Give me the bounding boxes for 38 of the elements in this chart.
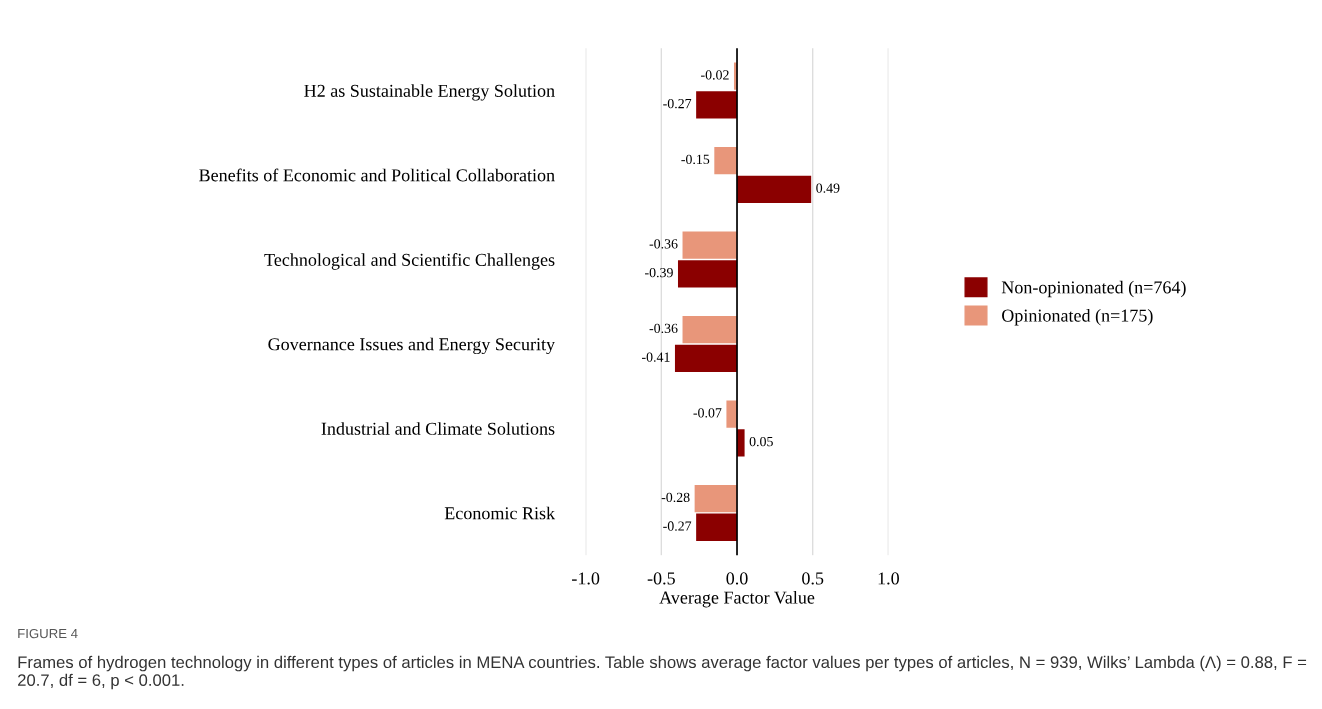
y-tick-label: Benefits of Economic and Political Collaboration xyxy=(199,168,555,182)
y-tick-label: Governance Issues and Energy Security xyxy=(268,337,556,355)
y-tick-label: H2 as Sustainable Energy Solution xyxy=(304,84,555,101)
data-label: -0.39 xyxy=(645,267,673,278)
data-label: 0.05 xyxy=(749,436,773,447)
data-label: -0.36 xyxy=(649,323,678,334)
x-tick-label: -0.5 xyxy=(647,572,675,585)
x-tick-label: 0.5 xyxy=(802,572,824,585)
legend-label: Non-opinionated (n=764) xyxy=(1001,280,1186,298)
bar xyxy=(696,513,738,541)
legend-label: Opinionated (n=175) xyxy=(1002,309,1153,326)
bar xyxy=(726,400,738,428)
data-label: -0.28 xyxy=(661,492,690,503)
text: Frames of hydrogen technology in different types of articles in MENA countries. Table shows average factor values per types of articles, N = 939, Wilks’ Lambda (Λ) = 0.88, F = 20.7, df = 6, p < 0.001. xyxy=(18,655,1307,690)
bar xyxy=(696,91,738,119)
bar xyxy=(737,175,812,203)
data-label: 0.49 xyxy=(816,183,840,193)
x-tick-label: 0.0 xyxy=(726,572,748,585)
data-label: -0.02 xyxy=(701,70,729,80)
data-label: -0.27 xyxy=(663,521,692,531)
data-label: -0.41 xyxy=(642,352,670,362)
x-tick-label: -1.0 xyxy=(572,572,600,585)
data-label: -0.15 xyxy=(681,154,710,165)
data-label: -0.36 xyxy=(649,239,678,249)
y-tick-label: Economic Risk xyxy=(444,506,556,520)
bar xyxy=(674,344,738,372)
x-axis-title: Average Factor Value xyxy=(659,590,815,608)
bar xyxy=(694,484,738,513)
x-tick-label: 1.0 xyxy=(878,572,899,585)
bar xyxy=(714,146,738,175)
caption: FIGURE 4 xyxy=(18,628,78,639)
bar xyxy=(682,231,738,259)
data-label: -0.07 xyxy=(693,408,722,418)
data-label: -0.27 xyxy=(663,98,692,109)
y-tick-label: Industrial and Climate Solutions xyxy=(321,422,555,435)
bar xyxy=(682,315,738,344)
y-tick-label: Technological and Scientific Challenges xyxy=(264,253,555,270)
bar xyxy=(677,260,738,288)
